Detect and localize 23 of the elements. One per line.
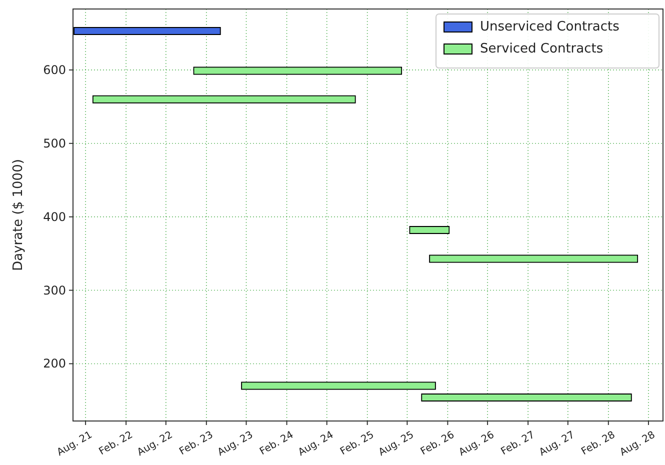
x-tick-label: Aug. 24	[296, 430, 336, 458]
legend-label: Unserviced Contracts	[480, 20, 620, 34]
legend-label: Serviced Contracts	[480, 42, 604, 56]
x-tick-label: Feb. 27	[499, 430, 537, 458]
x-tick-label: Aug. 28	[618, 430, 658, 458]
x-tick-label: Aug. 25	[376, 430, 416, 458]
x-tick-label: Feb. 26	[419, 430, 456, 458]
x-tick-label: Aug. 23	[216, 430, 255, 458]
x-tick-label: Feb. 28	[580, 430, 618, 458]
y-tick-label: 400	[43, 210, 66, 224]
y-tick-label: 500	[43, 136, 66, 150]
x-tick-label: Feb. 23	[178, 430, 216, 458]
x-tick-label: Aug. 21	[55, 430, 94, 458]
x-tick-label: Aug. 26	[457, 430, 496, 458]
x-tick-label: Aug. 27	[538, 430, 577, 458]
x-tick-label: Feb. 22	[97, 430, 135, 458]
y-axis-title: Dayrate ($ 1000)	[11, 159, 26, 271]
y-tick-label: 600	[43, 62, 66, 77]
y-tick-label: 200	[43, 356, 66, 371]
y-tick-label: 300	[43, 283, 66, 298]
x-tick-label: Feb. 24	[258, 430, 296, 458]
x-tick-label: Aug. 22	[136, 430, 175, 458]
x-tick-label: Feb. 25	[338, 430, 376, 458]
